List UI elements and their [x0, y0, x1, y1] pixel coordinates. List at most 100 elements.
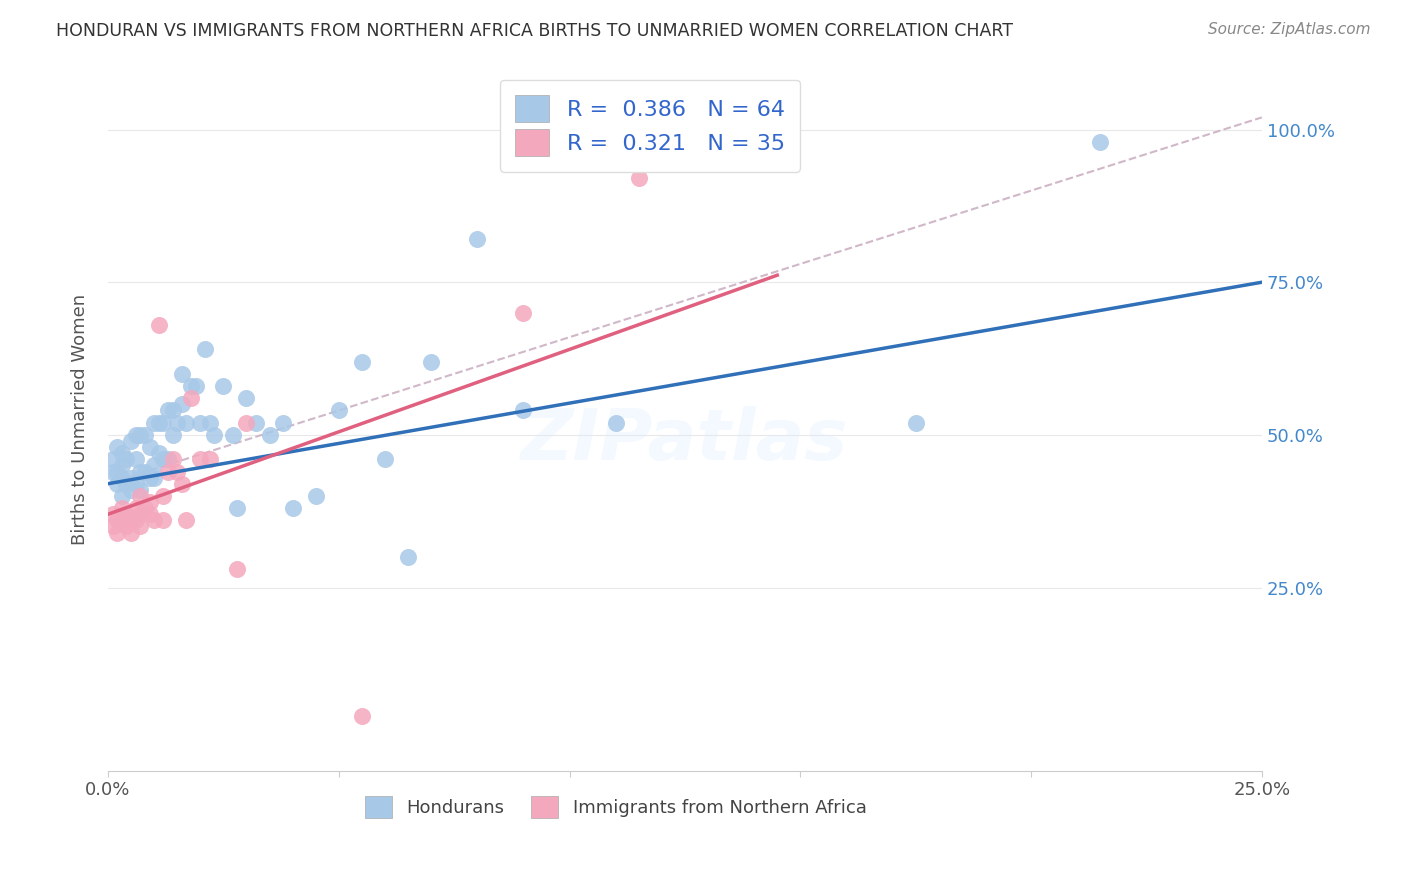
Point — [212, 379, 235, 393]
Point — [170, 397, 193, 411]
Point — [120, 434, 142, 448]
Point — [152, 452, 174, 467]
Point — [420, 354, 443, 368]
Point — [235, 416, 257, 430]
Point — [115, 519, 138, 533]
Point — [148, 318, 170, 332]
Point — [1090, 135, 1112, 149]
Point — [125, 452, 148, 467]
Point — [156, 403, 179, 417]
Point — [198, 452, 221, 467]
Point — [129, 483, 152, 497]
Legend: Hondurans, Immigrants from Northern Africa: Hondurans, Immigrants from Northern Afri… — [357, 789, 875, 825]
Point — [180, 391, 202, 405]
Point — [111, 501, 134, 516]
Point — [235, 391, 257, 405]
Point — [245, 416, 267, 430]
Point — [305, 489, 328, 503]
Point — [143, 470, 166, 484]
Point — [111, 513, 134, 527]
Point — [374, 452, 396, 467]
Point — [129, 489, 152, 503]
Point — [125, 501, 148, 516]
Point — [129, 465, 152, 479]
Point — [156, 452, 179, 467]
Point — [176, 416, 198, 430]
Point — [188, 452, 211, 467]
Point — [120, 513, 142, 527]
Text: HONDURAN VS IMMIGRANTS FROM NORTHERN AFRICA BIRTHS TO UNMARRIED WOMEN CORRELATIO: HONDURAN VS IMMIGRANTS FROM NORTHERN AFR… — [56, 22, 1014, 40]
Point — [221, 428, 243, 442]
Point — [148, 446, 170, 460]
Point — [105, 525, 128, 540]
Point — [125, 428, 148, 442]
Point — [143, 458, 166, 473]
Point — [188, 416, 211, 430]
Point — [152, 489, 174, 503]
Point — [129, 428, 152, 442]
Point — [226, 501, 249, 516]
Point — [105, 465, 128, 479]
Point — [180, 379, 202, 393]
Point — [166, 416, 188, 430]
Point — [115, 452, 138, 467]
Point — [101, 519, 124, 533]
Point — [226, 562, 249, 576]
Point — [115, 508, 138, 522]
Point — [512, 306, 534, 320]
Point — [143, 416, 166, 430]
Point — [105, 440, 128, 454]
Point — [143, 513, 166, 527]
Point — [162, 403, 184, 417]
Point — [465, 232, 488, 246]
Point — [350, 354, 373, 368]
Point — [152, 416, 174, 430]
Text: ZIPatlas: ZIPatlas — [522, 406, 849, 475]
Point — [111, 446, 134, 460]
Point — [194, 343, 217, 357]
Point — [512, 403, 534, 417]
Text: Source: ZipAtlas.com: Source: ZipAtlas.com — [1208, 22, 1371, 37]
Point — [101, 508, 124, 522]
Point — [138, 470, 160, 484]
Point — [281, 501, 304, 516]
Point — [184, 379, 207, 393]
Point — [101, 465, 124, 479]
Point — [120, 470, 142, 484]
Point — [129, 519, 152, 533]
Point — [111, 458, 134, 473]
Point — [120, 525, 142, 540]
Point — [125, 513, 148, 527]
Point — [162, 452, 184, 467]
Point — [111, 489, 134, 503]
Point — [396, 549, 419, 564]
Point — [152, 513, 174, 527]
Point — [134, 501, 156, 516]
Point — [120, 483, 142, 497]
Point — [125, 476, 148, 491]
Point — [166, 465, 188, 479]
Point — [328, 403, 350, 417]
Point — [156, 465, 179, 479]
Point — [129, 508, 152, 522]
Point — [273, 416, 295, 430]
Point — [115, 476, 138, 491]
Point — [101, 452, 124, 467]
Point — [111, 470, 134, 484]
Point — [148, 416, 170, 430]
Point — [350, 708, 373, 723]
Point — [170, 476, 193, 491]
Point — [105, 476, 128, 491]
Y-axis label: Births to Unmarried Women: Births to Unmarried Women — [72, 294, 89, 545]
Point — [138, 495, 160, 509]
Point — [138, 440, 160, 454]
Point — [105, 513, 128, 527]
Point — [134, 428, 156, 442]
Point — [605, 416, 627, 430]
Point — [259, 428, 281, 442]
Point — [202, 428, 225, 442]
Point — [162, 428, 184, 442]
Point — [198, 416, 221, 430]
Point — [176, 513, 198, 527]
Point — [134, 465, 156, 479]
